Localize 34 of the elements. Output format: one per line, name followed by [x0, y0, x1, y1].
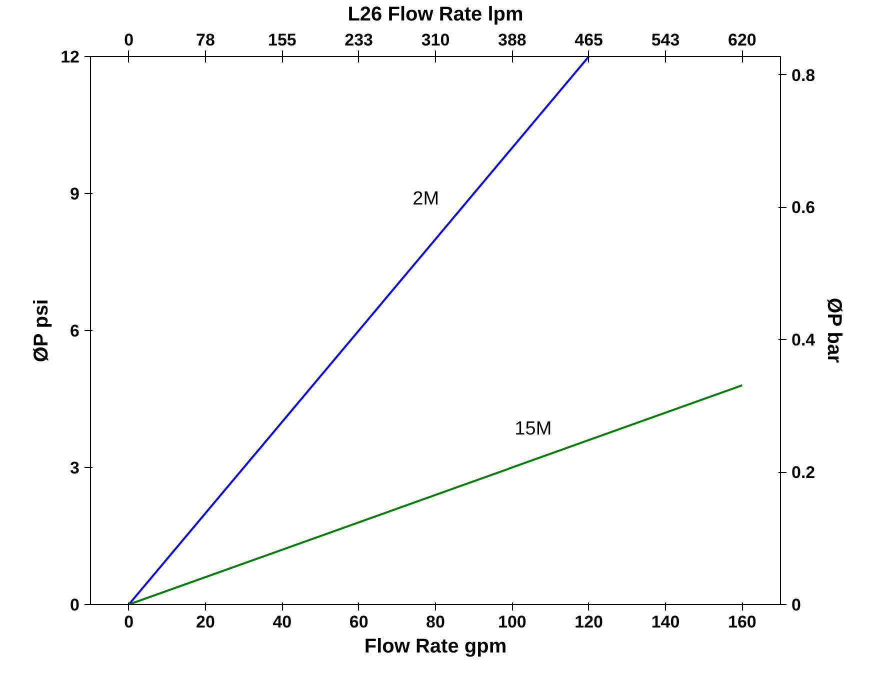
series-label: 2M — [412, 188, 440, 210]
x2-tick-label: 620 — [728, 30, 756, 50]
x2-tick-label: 388 — [498, 30, 526, 50]
y-tick-label: 12 — [60, 48, 80, 66]
series-label: 15M — [514, 418, 552, 440]
x-tick-label: 160 — [728, 612, 756, 632]
x2-axis-title: L26 Flow Rate lpm — [348, 4, 524, 26]
x-tick-label: 20 — [196, 612, 215, 632]
x-tick-label: 0 — [124, 612, 134, 632]
x-tick-label: 140 — [651, 612, 680, 632]
x-tick-label: 100 — [498, 612, 526, 632]
x2-tick-label: 0 — [124, 30, 134, 50]
y-tick-label: 3 — [70, 458, 80, 478]
y2-tick-label: 0.6 — [792, 198, 816, 218]
x-tick-label: 60 — [349, 612, 368, 632]
y-tick-label: 0 — [70, 596, 80, 614]
y-tick-label: 9 — [70, 184, 80, 204]
x2-tick-label: 233 — [344, 30, 374, 50]
x-tick-label: 40 — [272, 612, 292, 632]
x-tick-label: 120 — [574, 612, 604, 632]
x2-tick-label: 78 — [196, 30, 215, 50]
x2-tick-label: 543 — [651, 30, 680, 50]
y2-tick-label: 0.2 — [792, 463, 816, 482]
x2-tick-label: 310 — [421, 30, 450, 50]
y2-axis-title: ØP bar — [823, 298, 846, 364]
x-axis-title: Flow Rate gpm — [364, 636, 507, 658]
y2-tick-label: 0.4 — [792, 330, 816, 350]
y-tick-label: 6 — [70, 322, 80, 340]
x-tick-label: 80 — [426, 612, 445, 632]
y2-tick-label: 0.8 — [792, 66, 816, 85]
y2-tick-label: 0 — [792, 596, 801, 614]
y-axis-title: ØP psi — [30, 299, 53, 362]
x2-tick-label: 155 — [268, 30, 296, 50]
x2-tick-label: 465 — [574, 30, 604, 50]
